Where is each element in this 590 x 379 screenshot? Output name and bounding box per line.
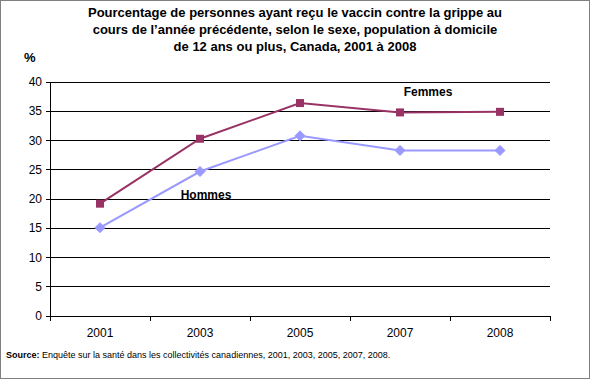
x-tick bbox=[450, 316, 451, 321]
chart-root: Pourcentage de personnes ayant reçu le v… bbox=[0, 0, 590, 379]
y-tick bbox=[46, 316, 50, 317]
grid-line bbox=[50, 199, 550, 200]
x-axis bbox=[50, 316, 550, 317]
grid-line bbox=[50, 82, 550, 83]
y-tick bbox=[46, 140, 50, 141]
y-tick-label: 5 bbox=[35, 280, 42, 294]
marker bbox=[396, 108, 404, 116]
x-tick bbox=[350, 316, 351, 321]
x-tick bbox=[150, 316, 151, 321]
y-tick-label: 15 bbox=[29, 221, 43, 235]
series-line bbox=[100, 136, 500, 228]
grid bbox=[46, 82, 550, 316]
y-tick-label: 35 bbox=[29, 104, 43, 118]
grid-line bbox=[50, 169, 550, 170]
y-tick bbox=[46, 169, 50, 170]
y-tick-label: 0 bbox=[35, 309, 42, 323]
y-tick bbox=[46, 286, 50, 287]
marker bbox=[96, 200, 104, 208]
marker bbox=[395, 145, 405, 155]
series-line bbox=[100, 103, 500, 204]
x-tick-label: 2007 bbox=[387, 326, 414, 340]
marker bbox=[495, 145, 505, 155]
x-tick-label: 2005 bbox=[287, 326, 314, 340]
plot-data bbox=[95, 99, 505, 233]
marker bbox=[496, 108, 504, 116]
series-label: Hommes bbox=[181, 188, 232, 202]
y-tick bbox=[46, 199, 50, 200]
x-tick bbox=[50, 316, 51, 321]
marker bbox=[296, 99, 304, 107]
frame bbox=[1, 1, 590, 379]
marker bbox=[196, 135, 204, 143]
source-text: Enquête sur la santé dans les collectivi… bbox=[40, 350, 391, 360]
x-tick bbox=[550, 316, 551, 321]
y-tick-label: 10 bbox=[29, 251, 43, 265]
marker bbox=[95, 223, 105, 233]
grid-line bbox=[50, 316, 550, 317]
marker bbox=[295, 131, 305, 141]
y-tick bbox=[46, 257, 50, 258]
chart-svg: 0 5 10 15 20 25 30 35 40% 2001 2003 2005 2007 2008 Fem… bbox=[0, 0, 590, 379]
y-tick bbox=[46, 111, 50, 112]
source-label: Source: bbox=[6, 350, 40, 360]
x-tick-label: 2001 bbox=[87, 326, 114, 340]
title: Pourcentage de personnes ayant reçu le v… bbox=[88, 4, 502, 55]
grid-line bbox=[50, 228, 550, 229]
y-tick-label: 30 bbox=[29, 134, 43, 148]
y-axis bbox=[50, 82, 51, 316]
grid-line bbox=[50, 286, 550, 287]
y-tick-label: 25 bbox=[29, 163, 43, 177]
marker bbox=[195, 167, 205, 177]
series-label: Femmes bbox=[404, 85, 453, 99]
y-tick bbox=[46, 82, 50, 83]
grid-line bbox=[50, 257, 550, 258]
x-tick-label: 2008 bbox=[487, 326, 514, 340]
x-tick bbox=[250, 316, 251, 321]
y-tick-label: 40 bbox=[29, 75, 43, 89]
y-axis-label: % bbox=[24, 50, 36, 65]
source: Source: Enquête sur la santé dans les co… bbox=[6, 350, 390, 360]
x-tick-label: 2003 bbox=[187, 326, 214, 340]
y-tick-label: 20 bbox=[29, 192, 43, 206]
y-tick bbox=[46, 228, 50, 229]
